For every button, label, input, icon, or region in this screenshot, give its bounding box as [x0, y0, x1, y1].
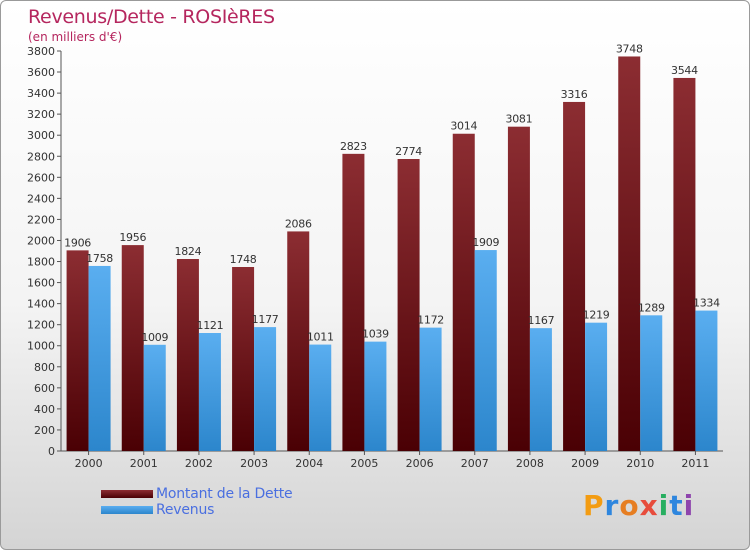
bar-debt: [507, 126, 530, 452]
bar-revenue: [309, 344, 332, 451]
y-tick-label: 200: [34, 424, 55, 437]
data-label-revenue: 1289: [638, 301, 665, 314]
x-tick-label: 2002: [185, 457, 213, 470]
logo-letter: r: [604, 489, 620, 522]
legend-label-debt: Montant de la Dette: [156, 486, 293, 502]
bar-revenue: [695, 310, 718, 451]
data-label-revenue: 1219: [583, 309, 610, 322]
x-tick-label: 2005: [350, 457, 378, 470]
y-tick-label: 800: [34, 361, 55, 374]
logo-letter: i: [683, 489, 695, 522]
data-label-debt: 3014: [450, 120, 477, 133]
bar-revenue: [198, 333, 221, 451]
y-tick-label: 600: [34, 382, 55, 395]
legend-label-revenue: Revenus: [156, 502, 215, 518]
bar-revenue: [254, 327, 277, 451]
y-tick-label: 1200: [27, 319, 55, 332]
bar-revenue: [364, 341, 387, 451]
logo-letter: t: [669, 489, 684, 522]
bar-debt: [397, 159, 420, 451]
bar-revenue: [143, 344, 166, 451]
data-label-revenue: 1009: [141, 331, 168, 344]
chart-title: Revenus/Dette - ROSIèRES: [28, 6, 275, 28]
legend-swatch-revenue: [101, 506, 153, 514]
bar-revenue: [640, 315, 663, 451]
y-tick-label: 3600: [27, 66, 55, 79]
chart-subtitle: (en milliers d'€): [28, 30, 123, 44]
data-label-revenue: 1909: [472, 236, 499, 249]
bar-debt: [176, 259, 199, 451]
data-label-revenue: 1167: [528, 314, 555, 327]
data-label-revenue: 1334: [693, 297, 720, 310]
data-label-debt: 1748: [230, 253, 257, 266]
data-label-debt: 2086: [285, 217, 312, 230]
bar-revenue: [585, 322, 608, 451]
x-tick-label: 2006: [406, 457, 434, 470]
logo-letter: i: [658, 489, 670, 522]
y-tick-label: 0: [48, 445, 55, 458]
y-tick-label: 1400: [27, 298, 55, 311]
x-tick-label: 2003: [240, 457, 268, 470]
y-tick-label: 3400: [27, 87, 55, 100]
y-tick-label: 3200: [27, 108, 55, 121]
x-tick-label: 2008: [516, 457, 544, 470]
y-tick-label: 1600: [27, 277, 55, 290]
data-label-revenue: 1011: [307, 331, 334, 344]
data-label-revenue: 1172: [417, 314, 444, 327]
x-tick-label: 2000: [75, 457, 103, 470]
data-label-revenue: 1121: [197, 319, 224, 332]
bar-revenue: [474, 250, 497, 451]
bar-revenue: [529, 328, 552, 451]
data-label-debt: 3544: [671, 64, 698, 77]
x-tick-label: 2001: [130, 457, 158, 470]
data-label-debt: 3748: [616, 42, 643, 55]
proxiti-logo: Proxiti: [583, 489, 694, 522]
bar-revenue: [88, 265, 111, 451]
y-tick-label: 2800: [27, 150, 55, 163]
x-tick-label: 2004: [295, 457, 323, 470]
y-tick-label: 400: [34, 403, 55, 416]
bar-revenue: [419, 327, 442, 451]
data-label-debt: 1906: [64, 236, 91, 249]
data-label-debt: 2774: [395, 145, 422, 158]
data-label-revenue: 1039: [362, 328, 389, 341]
y-tick-label: 2600: [27, 171, 55, 184]
y-tick-label: 2200: [27, 213, 55, 226]
bar-debt: [618, 56, 641, 451]
data-label-revenue: 1177: [252, 313, 279, 326]
logo-letter: x: [639, 489, 659, 522]
legend-swatch-debt: [101, 490, 153, 498]
y-tick-label: 1800: [27, 256, 55, 269]
bar-debt: [121, 245, 144, 451]
y-tick-label: 3000: [27, 129, 55, 142]
data-label-debt: 1824: [175, 245, 202, 258]
x-tick-label: 2007: [461, 457, 489, 470]
logo-letter: o: [619, 489, 640, 522]
bar-debt: [232, 267, 255, 451]
bar-debt: [452, 133, 475, 451]
x-tick-label: 2010: [626, 457, 654, 470]
data-label-debt: 3081: [506, 113, 533, 126]
y-tick-label: 3800: [27, 45, 55, 58]
y-tick-label: 2400: [27, 192, 55, 205]
x-tick-label: 2009: [571, 457, 599, 470]
data-label-debt: 1956: [119, 231, 146, 244]
bar-debt: [342, 153, 365, 451]
y-tick-label: 1000: [27, 340, 55, 353]
data-label-debt: 3316: [561, 88, 588, 101]
data-label-debt: 2823: [340, 140, 367, 153]
bar-debt: [66, 250, 89, 451]
bar-debt: [563, 101, 586, 452]
x-tick-label: 2011: [681, 457, 709, 470]
data-label-revenue: 1758: [86, 252, 113, 265]
bar-debt: [287, 231, 310, 451]
logo-letter: P: [583, 489, 605, 522]
bar-debt: [673, 77, 696, 452]
y-tick-label: 2000: [27, 234, 55, 247]
